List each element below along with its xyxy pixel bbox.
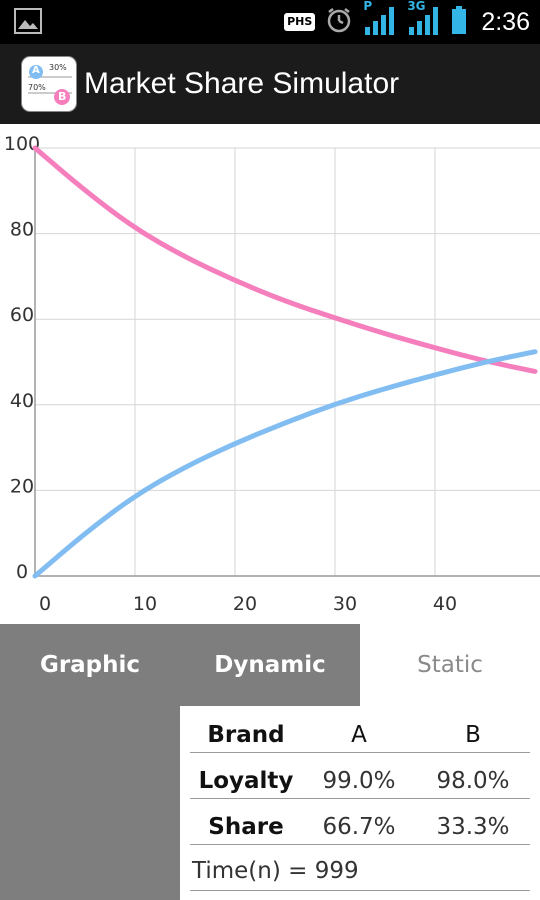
tab-dynamic[interactable]: Dynamic (180, 624, 360, 706)
market-share-chart: 0 20 40 60 80 100 0 10 20 30 40 (0, 124, 540, 624)
y-tick-label: 100 (4, 133, 40, 155)
chart-svg: 0 20 40 60 80 100 0 10 20 30 40 (4, 133, 540, 615)
static-table: Brand A B Loyalty 99.0% 98.0% Share 66.7… (180, 706, 540, 900)
row-label-loyalty: Loyalty (198, 768, 294, 794)
alarm-icon (325, 6, 353, 39)
status-icons: PHS P (284, 0, 530, 44)
y-tick-label: 20 (10, 475, 34, 497)
table-divider (190, 890, 530, 891)
status-bar: PHS P (0, 0, 540, 44)
network-label: 3G (407, 0, 426, 13)
x-tick-label: 20 (233, 593, 257, 615)
left-panel (0, 706, 180, 900)
table-row: Loyalty 99.0% 98.0% (190, 758, 530, 804)
phs-icon: PHS (284, 13, 316, 31)
share-b: 33.3% (436, 814, 510, 840)
app-icon-pct-a: 30% (49, 63, 67, 72)
tab-static[interactable]: Static (360, 624, 540, 706)
y-tick-label: 60 (10, 304, 34, 326)
table-divider (190, 798, 530, 799)
series-line-a (32, 349, 538, 579)
y-tick-label: 80 (10, 219, 34, 241)
table-divider (190, 844, 530, 845)
header-brand: Brand (207, 722, 285, 748)
loyalty-b: 98.0% (436, 768, 510, 794)
signal-icon: P (363, 0, 397, 40)
y-tick-label: 40 (10, 390, 34, 412)
row-label-share: Share (208, 814, 284, 840)
action-bar: A 30% 70% B Market Share Simulator (0, 44, 540, 124)
image-icon (14, 8, 42, 39)
table-header-row: Brand A B (190, 712, 530, 758)
app-icon-label-b: B (58, 90, 67, 103)
signal-3g-icon: 3G (407, 0, 441, 40)
series-line-b (32, 145, 538, 374)
share-a: 66.7% (322, 814, 396, 840)
table-divider (190, 752, 530, 753)
header-a: A (351, 722, 367, 748)
tab-bar: Graphic Dynamic Static (0, 624, 540, 706)
x-tick-label: 30 (333, 593, 357, 615)
app-title: Market Share Simulator (84, 67, 400, 100)
status-time: 2:36 (481, 7, 530, 36)
tab-graphic[interactable]: Graphic (0, 624, 180, 706)
battery-icon (451, 5, 467, 40)
loyalty-a: 99.0% (322, 768, 396, 794)
table-row: Share 66.7% 33.3% (190, 804, 530, 850)
header-b: B (465, 722, 481, 748)
app-icon-pct-b: 70% (28, 83, 46, 92)
x-tick-label: 0 (39, 593, 51, 615)
carrier-letter: P (363, 0, 373, 13)
app-icon[interactable]: A 30% 70% B (22, 57, 76, 111)
time-text: Time(n) = 999 (192, 858, 359, 884)
x-tick-label: 40 (433, 593, 457, 615)
y-tick-label: 0 (16, 561, 28, 583)
x-tick-label: 10 (133, 593, 157, 615)
app-icon-label-a: A (32, 65, 40, 76)
